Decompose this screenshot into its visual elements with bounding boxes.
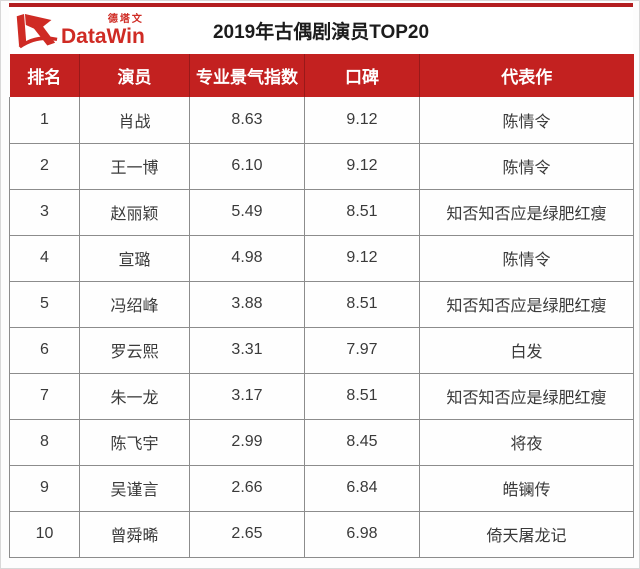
logo-wordmark: DataWin <box>61 25 145 48</box>
table-row: 10 曾舜晞 2.65 6.98 倚天屠龙记 <box>9 510 634 558</box>
rank-cell: 6 <box>9 326 80 374</box>
prosperity-index-cell: 5.49 <box>189 188 305 236</box>
rank-cell: 7 <box>9 372 80 420</box>
reputation-cell: 6.84 <box>304 464 420 512</box>
top-accent-line <box>9 3 633 7</box>
reputation-cell: 7.97 <box>304 326 420 374</box>
table-row: 2 王一博 6.10 9.12 陈情令 <box>9 142 634 190</box>
table-row: 8 陈飞宇 2.99 8.45 将夜 <box>9 418 634 466</box>
table-row: 3 赵丽颖 5.49 8.51 知否知否应是绿肥红瘦 <box>9 188 634 236</box>
rank-cell: 3 <box>9 188 80 236</box>
column-header-rank: 排名 <box>9 54 80 97</box>
rank-cell: 1 <box>9 97 80 144</box>
ranking-table: 排名 演员 专业景气指数 口碑 代表作 1 肖战 8.63 9.12 陈情令 2 王一博 6.10 9.… <box>9 54 634 558</box>
reputation-cell: 8.45 <box>304 418 420 466</box>
reputation-cell: 8.51 <box>304 280 420 328</box>
actor-cell: 肖战 <box>79 97 190 144</box>
reputation-cell: 9.12 <box>304 142 420 190</box>
actor-cell: 曾舜晞 <box>79 510 190 558</box>
representative-work-cell: 将夜 <box>419 418 634 466</box>
header-row: 排名 演员 专业景气指数 口碑 代表作 <box>9 54 634 97</box>
reputation-cell: 9.12 <box>304 234 420 282</box>
representative-work-cell: 白发 <box>419 326 634 374</box>
prosperity-index-cell: 3.88 <box>189 280 305 328</box>
datawin-logo-icon <box>16 14 58 49</box>
reputation-cell: 6.98 <box>304 510 420 558</box>
actor-cell: 陈飞宇 <box>79 418 190 466</box>
rank-cell: 2 <box>9 142 80 190</box>
prosperity-index-cell: 2.99 <box>189 418 305 466</box>
reputation-cell: 8.51 <box>304 188 420 236</box>
actor-cell: 朱一龙 <box>79 372 190 420</box>
rank-cell: 8 <box>9 418 80 466</box>
datawin-logo: 德塔文 DataWin <box>11 9 145 51</box>
table-body: 1 肖战 8.63 9.12 陈情令 2 王一博 6.10 9.12 陈情令 3 赵丽颖 5.49 8.5… <box>9 97 634 558</box>
prosperity-index-cell: 2.66 <box>189 464 305 512</box>
table-row: 7 朱一龙 3.17 8.51 知否知否应是绿肥红瘦 <box>9 372 634 420</box>
actor-cell: 宣璐 <box>79 234 190 282</box>
prosperity-index-cell: 6.10 <box>189 142 305 190</box>
rank-cell: 5 <box>9 280 80 328</box>
column-header-reputation: 口碑 <box>304 54 420 97</box>
table-row: 9 吴谨言 2.66 6.84 皓镧传 <box>9 464 634 512</box>
representative-work-cell: 倚天屠龙记 <box>419 510 634 558</box>
prosperity-index-cell: 3.17 <box>189 372 305 420</box>
actor-cell: 冯绍峰 <box>79 280 190 328</box>
representative-work-cell: 知否知否应是绿肥红瘦 <box>419 280 634 328</box>
logo-text: 德塔文 DataWin <box>61 14 145 48</box>
representative-work-cell: 陈情令 <box>419 234 634 282</box>
representative-work-cell: 知否知否应是绿肥红瘦 <box>419 188 634 236</box>
prosperity-index-cell: 4.98 <box>189 234 305 282</box>
actor-cell: 罗云熙 <box>79 326 190 374</box>
rank-cell: 4 <box>9 234 80 282</box>
logo-chinese-text: 德塔文 <box>107 14 144 25</box>
representative-work-cell: 陈情令 <box>419 142 634 190</box>
table-row: 5 冯绍峰 3.88 8.51 知否知否应是绿肥红瘦 <box>9 280 634 328</box>
column-header-actor: 演员 <box>79 54 190 97</box>
table-row: 6 罗云熙 3.31 7.97 白发 <box>9 326 634 374</box>
actor-cell: 吴谨言 <box>79 464 190 512</box>
prosperity-index-cell: 8.63 <box>189 97 305 144</box>
representative-work-cell: 皓镧传 <box>419 464 634 512</box>
rank-cell: 9 <box>9 464 80 512</box>
prosperity-index-cell: 2.65 <box>189 510 305 558</box>
reputation-cell: 8.51 <box>304 372 420 420</box>
table-row: 4 宣璐 4.98 9.12 陈情令 <box>9 234 634 282</box>
reputation-cell: 9.12 <box>304 97 420 144</box>
actor-cell: 赵丽颖 <box>79 188 190 236</box>
rank-cell: 10 <box>9 510 80 558</box>
column-header-representative-work: 代表作 <box>419 54 634 97</box>
masthead: 德塔文 DataWin 2019年古偶剧演员TOP20 <box>9 7 633 54</box>
prosperity-index-cell: 3.31 <box>189 326 305 374</box>
representative-work-cell: 知否知否应是绿肥红瘦 <box>419 372 634 420</box>
table-row: 1 肖战 8.63 9.12 陈情令 <box>9 97 634 144</box>
column-header-prosperity-index: 专业景气指数 <box>189 54 305 97</box>
actor-cell: 王一博 <box>79 142 190 190</box>
table-header: 排名 演员 专业景气指数 口碑 代表作 <box>9 54 634 97</box>
representative-work-cell: 陈情令 <box>419 97 634 144</box>
